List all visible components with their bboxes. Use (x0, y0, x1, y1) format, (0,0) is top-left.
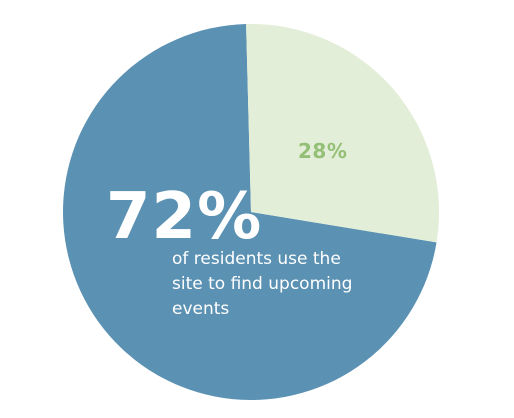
pie-slice-minor (246, 24, 439, 242)
slice-label-main: 72% (106, 180, 262, 254)
caption-line-2: site to find upcoming (172, 274, 352, 294)
caption-line-1: of residents use the (172, 249, 341, 269)
caption-line-3: events (172, 299, 229, 319)
slice-label-minor: 28% (298, 139, 347, 163)
